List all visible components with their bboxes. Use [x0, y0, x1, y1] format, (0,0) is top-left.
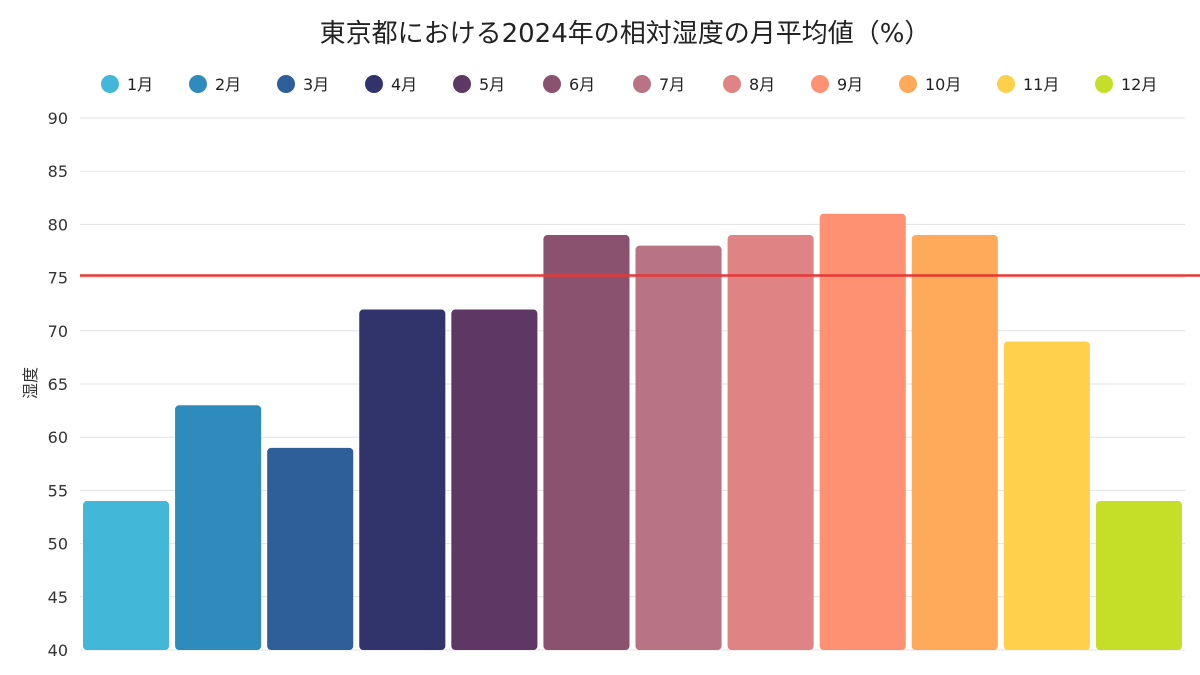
y-tick-label: 90 [48, 109, 68, 128]
bar [819, 213, 906, 650]
legend-item: 11月 [997, 75, 1059, 94]
legend-label: 2月 [215, 75, 241, 94]
legend-label: 9月 [837, 75, 863, 94]
y-tick-label: 40 [48, 641, 68, 660]
legend-item: 7月 [633, 75, 685, 94]
legend-swatch [811, 75, 829, 93]
legend-label: 1月 [127, 75, 153, 94]
legend-swatch [277, 75, 295, 93]
y-tick-label: 75 [48, 269, 68, 288]
y-axis-label: 湿度 [21, 367, 40, 399]
bar [175, 405, 262, 650]
legend-label: 5月 [479, 75, 505, 94]
y-tick-label: 85 [48, 162, 68, 181]
legend-label: 10月 [925, 75, 961, 94]
legend-swatch [453, 75, 471, 93]
chart-title: 東京都における2024年の相対湿度の月平均値（%） [320, 19, 931, 49]
bar [83, 501, 170, 650]
bar [727, 235, 814, 651]
legend-label: 11月 [1023, 75, 1059, 94]
y-tick-label: 50 [48, 535, 68, 554]
legend-item: 2月 [189, 75, 241, 94]
y-tick-label: 80 [48, 215, 68, 234]
y-tick-label: 55 [48, 481, 68, 500]
legend-label: 6月 [569, 75, 595, 94]
bar [1095, 501, 1182, 650]
legend-item: 6月 [543, 75, 595, 94]
legend-label: 3月 [303, 75, 329, 94]
bar [359, 309, 446, 650]
y-tick-label: 65 [48, 375, 68, 394]
y-tick-label: 70 [48, 322, 68, 341]
bar [911, 235, 998, 651]
legend-swatch [997, 75, 1015, 93]
legend-item: 5月 [453, 75, 505, 94]
legend-swatch [101, 75, 119, 93]
legend-swatch [723, 75, 741, 93]
y-axis-ticks: 40 45 50 55 60 65 70 75 80 85 90 [48, 109, 68, 660]
bar [451, 309, 538, 650]
legend-swatch [899, 75, 917, 93]
y-tick-label: 60 [48, 428, 68, 447]
legend-item: 12月 [1095, 75, 1157, 94]
bar [635, 245, 722, 650]
bar [267, 447, 354, 650]
legend-swatch [633, 75, 651, 93]
legend-label: 7月 [659, 75, 685, 94]
legend-label: 8月 [749, 75, 775, 94]
bar [543, 235, 630, 651]
grid-lines [80, 117, 1185, 651]
legend-label: 4月 [391, 75, 417, 94]
legend-swatch [365, 75, 383, 93]
legend-swatch [543, 75, 561, 93]
legend-item: 9月 [811, 75, 863, 94]
legend-item: 8月 [723, 75, 775, 94]
bar [1003, 341, 1090, 650]
y-tick-label: 45 [48, 588, 68, 607]
legend-item: 1月 [101, 75, 153, 94]
legend-swatch [1095, 75, 1113, 93]
legend-item: 3月 [277, 75, 329, 94]
legend-swatch [189, 75, 207, 93]
legend-label: 12月 [1121, 75, 1157, 94]
legend-item: 4月 [365, 75, 417, 94]
legend: 1月 2月 3月 4月 5月 6月 7月 8月 9月 10月 11月 12月 [101, 75, 1157, 94]
legend-item: 10月 [899, 75, 961, 94]
bars [83, 213, 1182, 651]
